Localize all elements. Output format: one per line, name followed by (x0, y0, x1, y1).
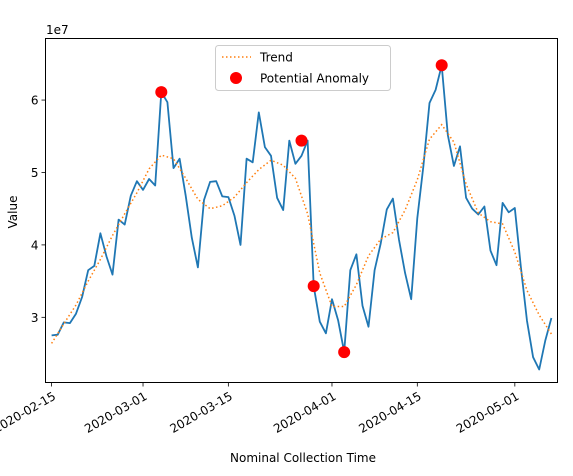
legend-box (215, 45, 391, 91)
x-axis-ticks: 2020-02-15 2020-03-01 2020-03-15 2020-04-01… (0, 382, 521, 436)
anomaly-point (155, 86, 168, 99)
y-tick-label: 5 (31, 166, 39, 180)
legend-trend-label: Trend (259, 51, 293, 65)
x-tick-label: 2020-03-15 (167, 389, 234, 436)
y-tick-label: 3 (31, 311, 39, 325)
x-tick-label: 2020-04-15 (356, 389, 423, 436)
anomaly-point (435, 59, 448, 72)
y-axis-ticks: 3 4 5 6 (31, 94, 46, 325)
legend: Trend Potential Anomaly (215, 45, 391, 91)
anomaly-point (295, 134, 308, 147)
legend-anomaly-swatch (230, 72, 242, 84)
x-axis-label: Nominal Collection Time (230, 451, 376, 465)
value-series-line (51, 64, 553, 371)
axes-frame (45, 38, 558, 383)
anomaly-point (338, 346, 351, 359)
trend-series-line (50, 123, 553, 344)
y-tick-label: 4 (31, 238, 39, 252)
y-tick-label: 6 (31, 94, 39, 108)
plot-area (50, 59, 553, 371)
x-tick-label: 2020-05-01 (454, 389, 521, 436)
anomaly-point (307, 280, 320, 293)
y-offset-text: 1e7 (46, 23, 69, 37)
x-tick-label: 2020-02-15 (0, 389, 58, 436)
legend-anomaly-label: Potential Anomaly (260, 72, 369, 86)
x-tick-label: 2020-04-01 (271, 389, 338, 436)
x-tick-label: 2020-03-01 (82, 389, 149, 436)
y-axis-label: Value (6, 196, 20, 229)
